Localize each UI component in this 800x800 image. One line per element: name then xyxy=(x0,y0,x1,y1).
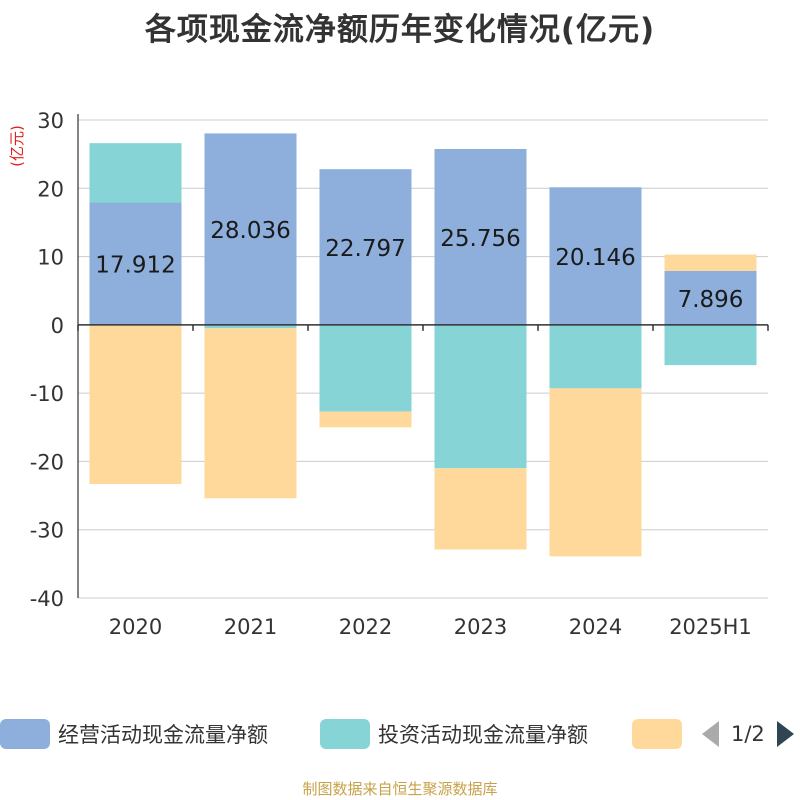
bar-segment-3 xyxy=(434,468,527,550)
y-tick-label: -40 xyxy=(30,587,64,611)
pager-next-icon[interactable] xyxy=(776,721,794,747)
legend-swatch xyxy=(0,719,50,749)
bar-segment-2 xyxy=(89,143,182,203)
legend-swatch xyxy=(320,719,370,749)
bar-value-label: 20.146 xyxy=(555,245,635,271)
y-tick-label: 30 xyxy=(37,109,64,133)
bar-value-label: 22.797 xyxy=(325,236,405,262)
y-tick-label: 0 xyxy=(51,314,64,338)
legend: 经营活动现金流量净额 投资活动现金流量净额 1/2 xyxy=(0,712,800,756)
legend-pager: 1/2 xyxy=(702,712,794,756)
source-note: 制图数据来自恒生聚源数据库 xyxy=(302,780,498,798)
legend-item[interactable]: 投资活动现金流量净额 xyxy=(320,712,588,756)
bar-segment-2 xyxy=(319,324,412,412)
legend-swatch xyxy=(632,719,682,749)
bar-segment-1 xyxy=(434,148,527,325)
pager-page-text: 1/2 xyxy=(731,722,765,746)
bar-segment-3 xyxy=(204,328,297,499)
bar-segment-2 xyxy=(664,324,757,366)
bar-segment-1 xyxy=(664,270,757,325)
bar-segment-1 xyxy=(549,187,642,325)
bar-segment-3 xyxy=(319,411,412,428)
x-tick-label: 2025H1 xyxy=(669,615,752,639)
x-tick-label: 2022 xyxy=(339,615,392,639)
x-tick-label: 2020 xyxy=(109,615,162,639)
legend-label: 经营活动现金流量净额 xyxy=(58,723,268,747)
x-tick-label: 2023 xyxy=(454,615,507,639)
bar-segment-1 xyxy=(319,169,412,325)
legend-item[interactable]: 经营活动现金流量净额 xyxy=(0,712,268,756)
y-tick-label: -20 xyxy=(30,450,64,474)
y-tick-label: 10 xyxy=(37,246,64,270)
legend-item[interactable] xyxy=(632,712,682,756)
bar-value-label: 7.896 xyxy=(678,287,744,313)
bar-segment-3 xyxy=(549,388,642,557)
y-unit-label: (亿元) xyxy=(8,125,26,167)
bar-segment-3 xyxy=(664,254,757,271)
legend-label: 投资活动现金流量净额 xyxy=(378,723,588,747)
bar-segment-2 xyxy=(549,324,642,389)
pager-prev-icon[interactable] xyxy=(702,721,719,747)
y-tick-label: -30 xyxy=(30,519,64,543)
chart-canvas: 30 20 10 0 -10 -20 -30 -40 (亿元) 17.912 28.036 22.79… xyxy=(8,109,769,639)
x-tick-label: 2024 xyxy=(569,615,622,639)
bar-segment-2 xyxy=(434,324,527,469)
bar-segment-1 xyxy=(89,202,182,325)
bar-value-label: 17.912 xyxy=(95,253,175,279)
bar-value-label: 25.756 xyxy=(440,226,520,252)
y-tick-label: -10 xyxy=(30,382,64,406)
y-tick-label: 20 xyxy=(37,177,64,201)
bar-value-label: 28.036 xyxy=(210,218,290,244)
bar-segment-1 xyxy=(204,133,297,325)
x-tick-label: 2021 xyxy=(224,615,277,639)
chart-title: 各项现金流净额历年变化情况(亿元) xyxy=(144,12,656,48)
bar-segment-2 xyxy=(204,324,297,329)
bar-segment-3 xyxy=(89,324,182,484)
